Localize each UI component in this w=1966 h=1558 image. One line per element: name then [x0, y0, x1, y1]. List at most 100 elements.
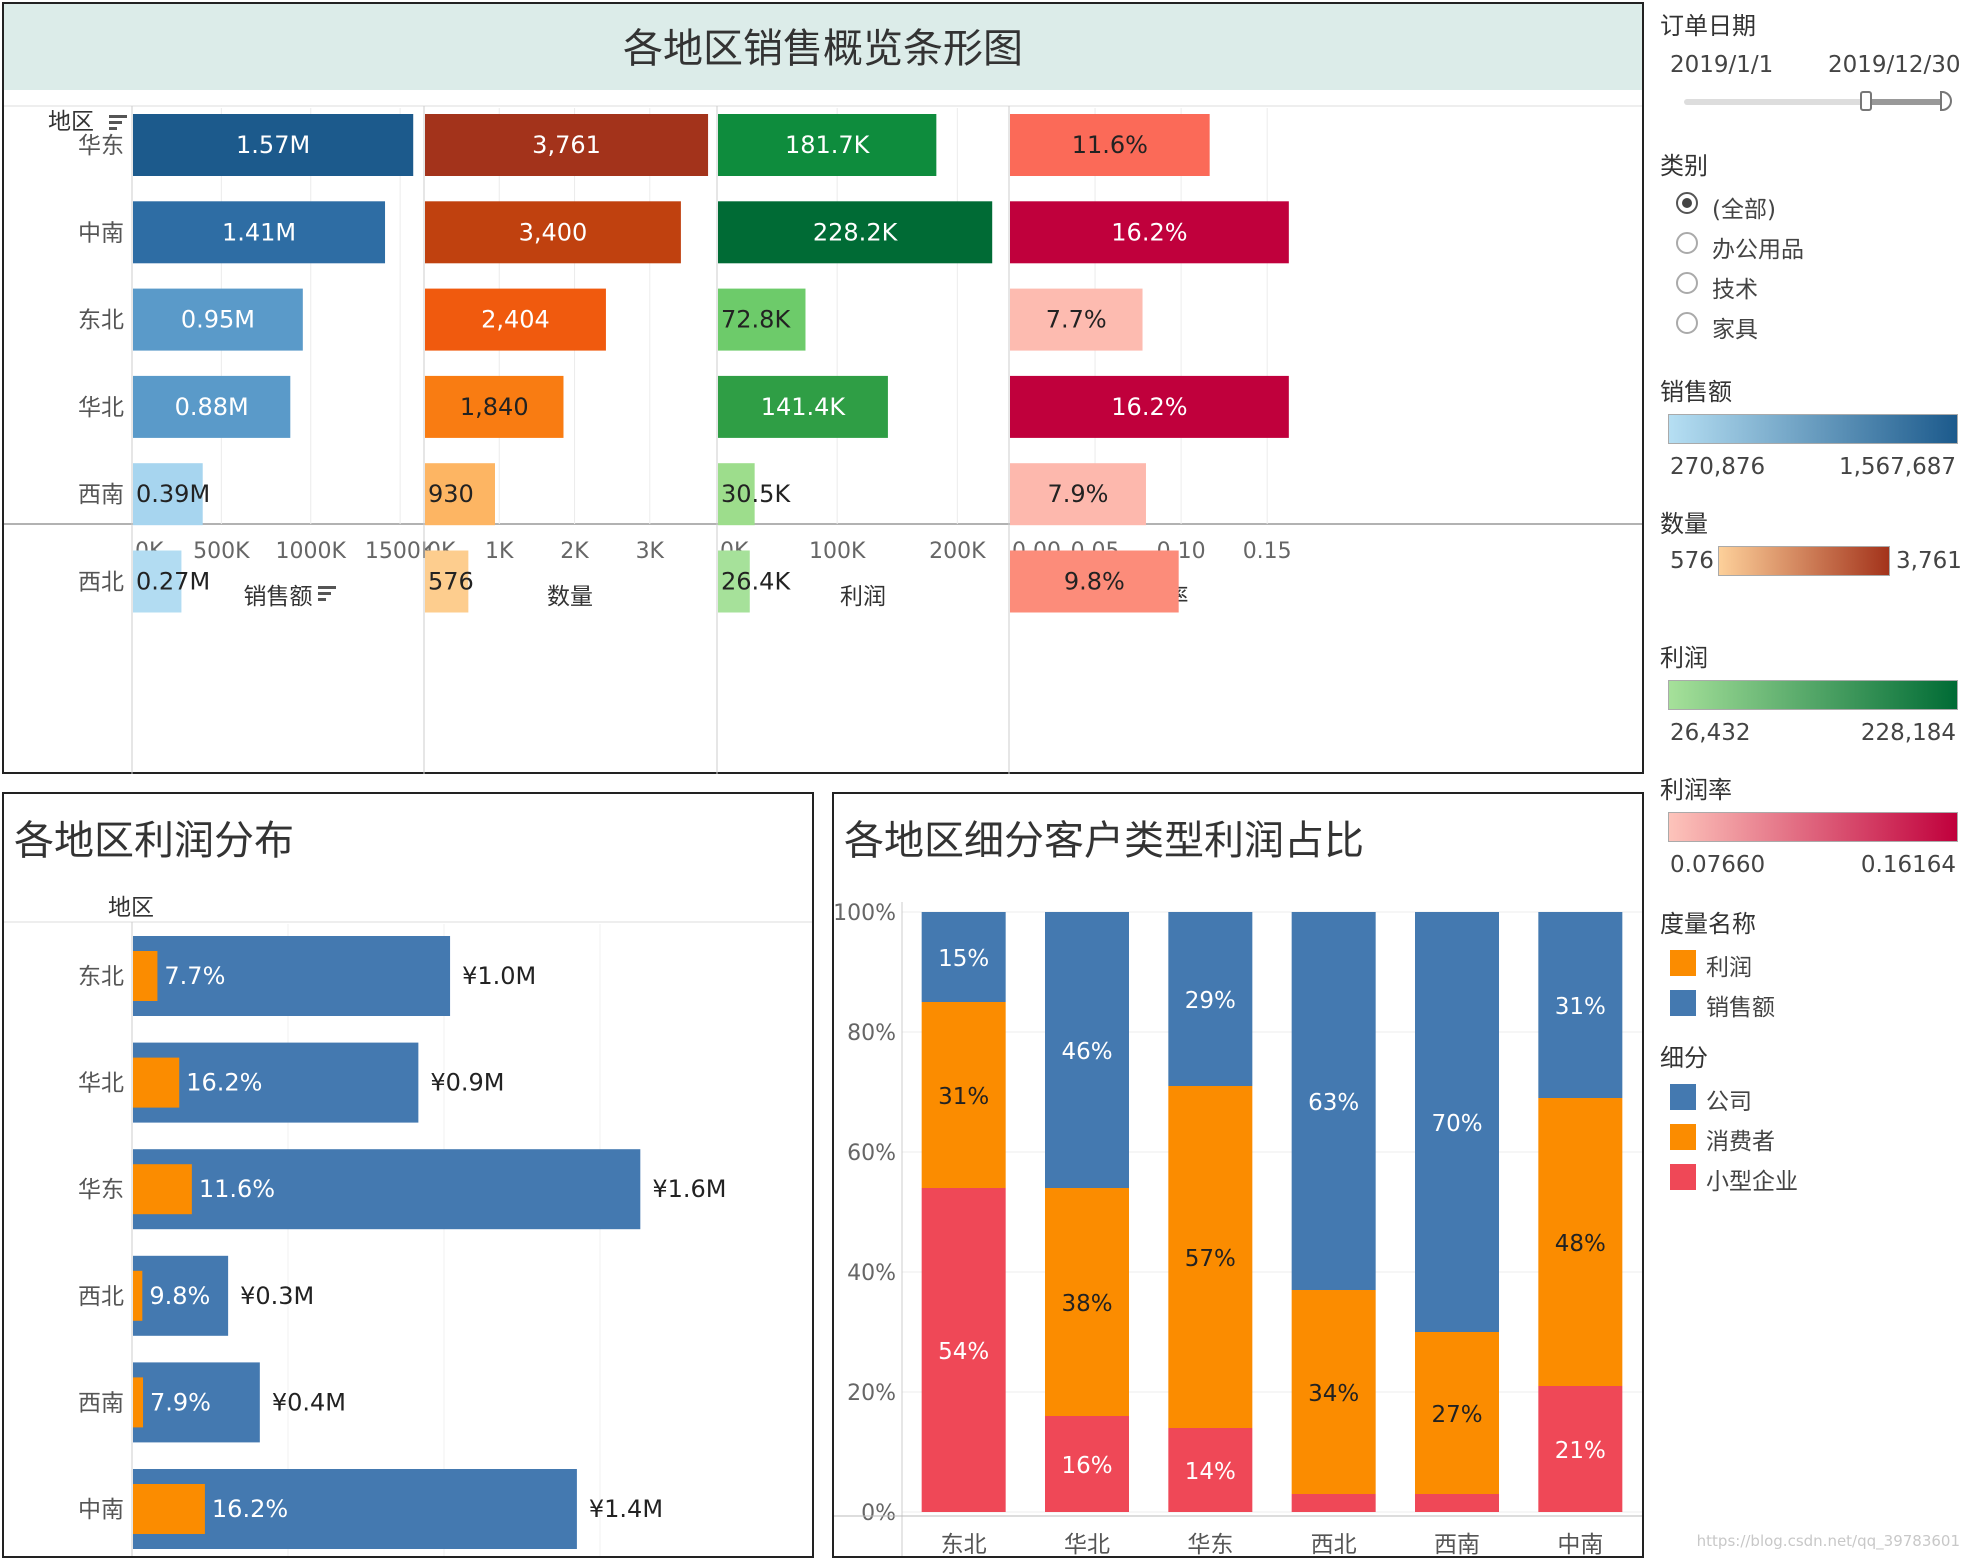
segment-value-label: 21% — [1555, 1438, 1606, 1464]
bar-profit — [718, 375, 888, 438]
bar-profit — [718, 288, 806, 351]
category-option-label[interactable]: 办公用品 — [1712, 237, 1804, 263]
legend-title: 销售额 — [1660, 378, 1732, 406]
date-filter-title: 订单日期 — [1660, 12, 1756, 40]
sales-bar — [133, 1149, 641, 1230]
bar-label-profit: 181.7K — [785, 131, 871, 159]
legend-swatch — [1670, 1084, 1696, 1110]
date-slider-range — [1866, 99, 1948, 105]
bar-margin — [1010, 201, 1289, 264]
date-slider-end-handle[interactable] — [1940, 91, 1952, 111]
bar-label-qty: 1,840 — [460, 393, 529, 421]
profit-bar — [133, 1057, 180, 1108]
sort-icon[interactable] — [109, 114, 128, 131]
legend-swatch — [1670, 950, 1696, 976]
date-slider-track[interactable] — [1684, 99, 1950, 105]
segment-bar — [921, 1188, 1006, 1512]
bar-profit — [718, 201, 993, 264]
legend-gradient — [1668, 812, 1958, 842]
sort-icon-line — [318, 592, 331, 595]
segment-bar — [1045, 1416, 1129, 1512]
bar-label-profit: 72.8K — [721, 306, 791, 334]
profit-bar — [133, 951, 158, 1001]
bar-margin — [1010, 375, 1289, 438]
legend-swatch — [1670, 1124, 1696, 1150]
segment-value-label: 31% — [1555, 994, 1606, 1020]
bar-qty — [425, 550, 469, 613]
profit-region-header: 地区 — [108, 895, 154, 921]
legend-gradient — [1668, 414, 1958, 444]
profit-bar — [133, 1377, 144, 1428]
segment-bar — [921, 1002, 1006, 1188]
category-option-label[interactable]: 技术 — [1712, 277, 1758, 303]
legend-item-label[interactable]: 利润 — [1706, 955, 1752, 981]
legend-item-label[interactable]: 公司 — [1706, 1089, 1752, 1115]
category-radio[interactable] — [1676, 192, 1698, 214]
sales-bar — [133, 1042, 419, 1123]
bar-margin — [1010, 114, 1210, 176]
segment-bar — [921, 912, 1006, 1002]
bar-label-margin: 11.6% — [1072, 131, 1148, 159]
bar-qty — [425, 114, 709, 176]
segment-value-label: 48% — [1555, 1231, 1606, 1257]
bar-sales — [133, 375, 291, 438]
category-radio[interactable] — [1676, 232, 1698, 254]
region-header-label: 地区 — [48, 109, 94, 135]
region-label: 华北 — [78, 1071, 124, 1097]
segment-value-label: 29% — [1185, 988, 1236, 1014]
segment-value-label: 57% — [1185, 1246, 1236, 1272]
bar-label-qty: 3,400 — [519, 218, 588, 246]
x-tick-label: 华北 — [1064, 1532, 1110, 1558]
category-option-label[interactable]: (全部) — [1712, 197, 1776, 223]
y-tick-label: 0% — [861, 1501, 896, 1526]
bar-label-sales: 1.41M — [222, 218, 296, 246]
axis-tick-label: 500K — [193, 539, 250, 564]
segment-value-label: 16% — [1061, 1453, 1112, 1479]
legend-item-label[interactable]: 销售额 — [1706, 995, 1775, 1021]
sales-bar — [133, 936, 451, 1016]
segment-value-label: 70% — [1431, 1111, 1482, 1137]
bar-label-sales: 1.57M — [236, 131, 310, 159]
profit-distribution-panel: 各地区利润分布 地区 东北 7.7% ¥1.0M 华北 16.2% ¥0.9M 华东 11.6… — [2, 792, 814, 1558]
segment-bar — [1045, 1188, 1129, 1416]
segment-bar — [1415, 1332, 1499, 1494]
legend-swatch — [1670, 990, 1696, 1016]
bar-label-sales: 0.39M — [136, 480, 210, 508]
bar-label-qty: 2,404 — [481, 306, 550, 334]
region-label: 西北 — [78, 570, 124, 596]
sort-icon-line — [318, 586, 336, 589]
watermark: https://blog.csdn.net/qq_39783601 — [1696, 1532, 1960, 1550]
bar-qty — [425, 375, 564, 438]
segment-bar — [1538, 1386, 1623, 1512]
legend-max: 228,184 — [1860, 720, 1956, 746]
segment-bar — [1291, 1494, 1376, 1512]
category-radio[interactable] — [1676, 272, 1698, 294]
date-end: 2019/12/30 — [1828, 52, 1961, 78]
bar-label-margin: 7.7% — [1046, 306, 1107, 334]
x-tick-label: 西北 — [1311, 1532, 1357, 1558]
axis-title-qty: 数量 — [547, 584, 593, 610]
legend-item-label[interactable]: 消费者 — [1706, 1129, 1775, 1155]
bar-label-qty: 576 — [428, 568, 474, 596]
segment-value-label: 34% — [1308, 1381, 1359, 1407]
region-label: 西北 — [78, 1284, 124, 1310]
region-label: 西南 — [78, 482, 124, 508]
legend-max: 0.16164 — [1860, 852, 1956, 878]
bar-margin — [1010, 550, 1179, 613]
segment-share-panel: 各地区细分客户类型利润占比 100% 80% 60% 40% 20% 0% 54% 31% 15… — [832, 792, 1644, 1558]
region-label: 华东 — [78, 1177, 124, 1203]
legend-item-label[interactable]: 小型企业 — [1706, 1169, 1798, 1195]
bar-label-profit: 30.5K — [721, 480, 791, 508]
region-header[interactable]: 地区 — [48, 102, 128, 136]
axis-title-sales: 销售额 — [244, 584, 313, 610]
sales-bar — [133, 1469, 577, 1549]
margin-label: 11.6% — [199, 1175, 275, 1203]
date-slider-start-handle[interactable] — [1860, 91, 1872, 111]
bar-sales — [133, 201, 386, 264]
sales-bar — [133, 1362, 260, 1443]
segment-value-label: 14% — [1185, 1459, 1236, 1485]
category-radio[interactable] — [1676, 312, 1698, 334]
sort-icon[interactable] — [318, 586, 336, 601]
profit-distribution-title: 各地区利润分布 — [14, 818, 294, 864]
category-option-label[interactable]: 家具 — [1712, 317, 1758, 343]
